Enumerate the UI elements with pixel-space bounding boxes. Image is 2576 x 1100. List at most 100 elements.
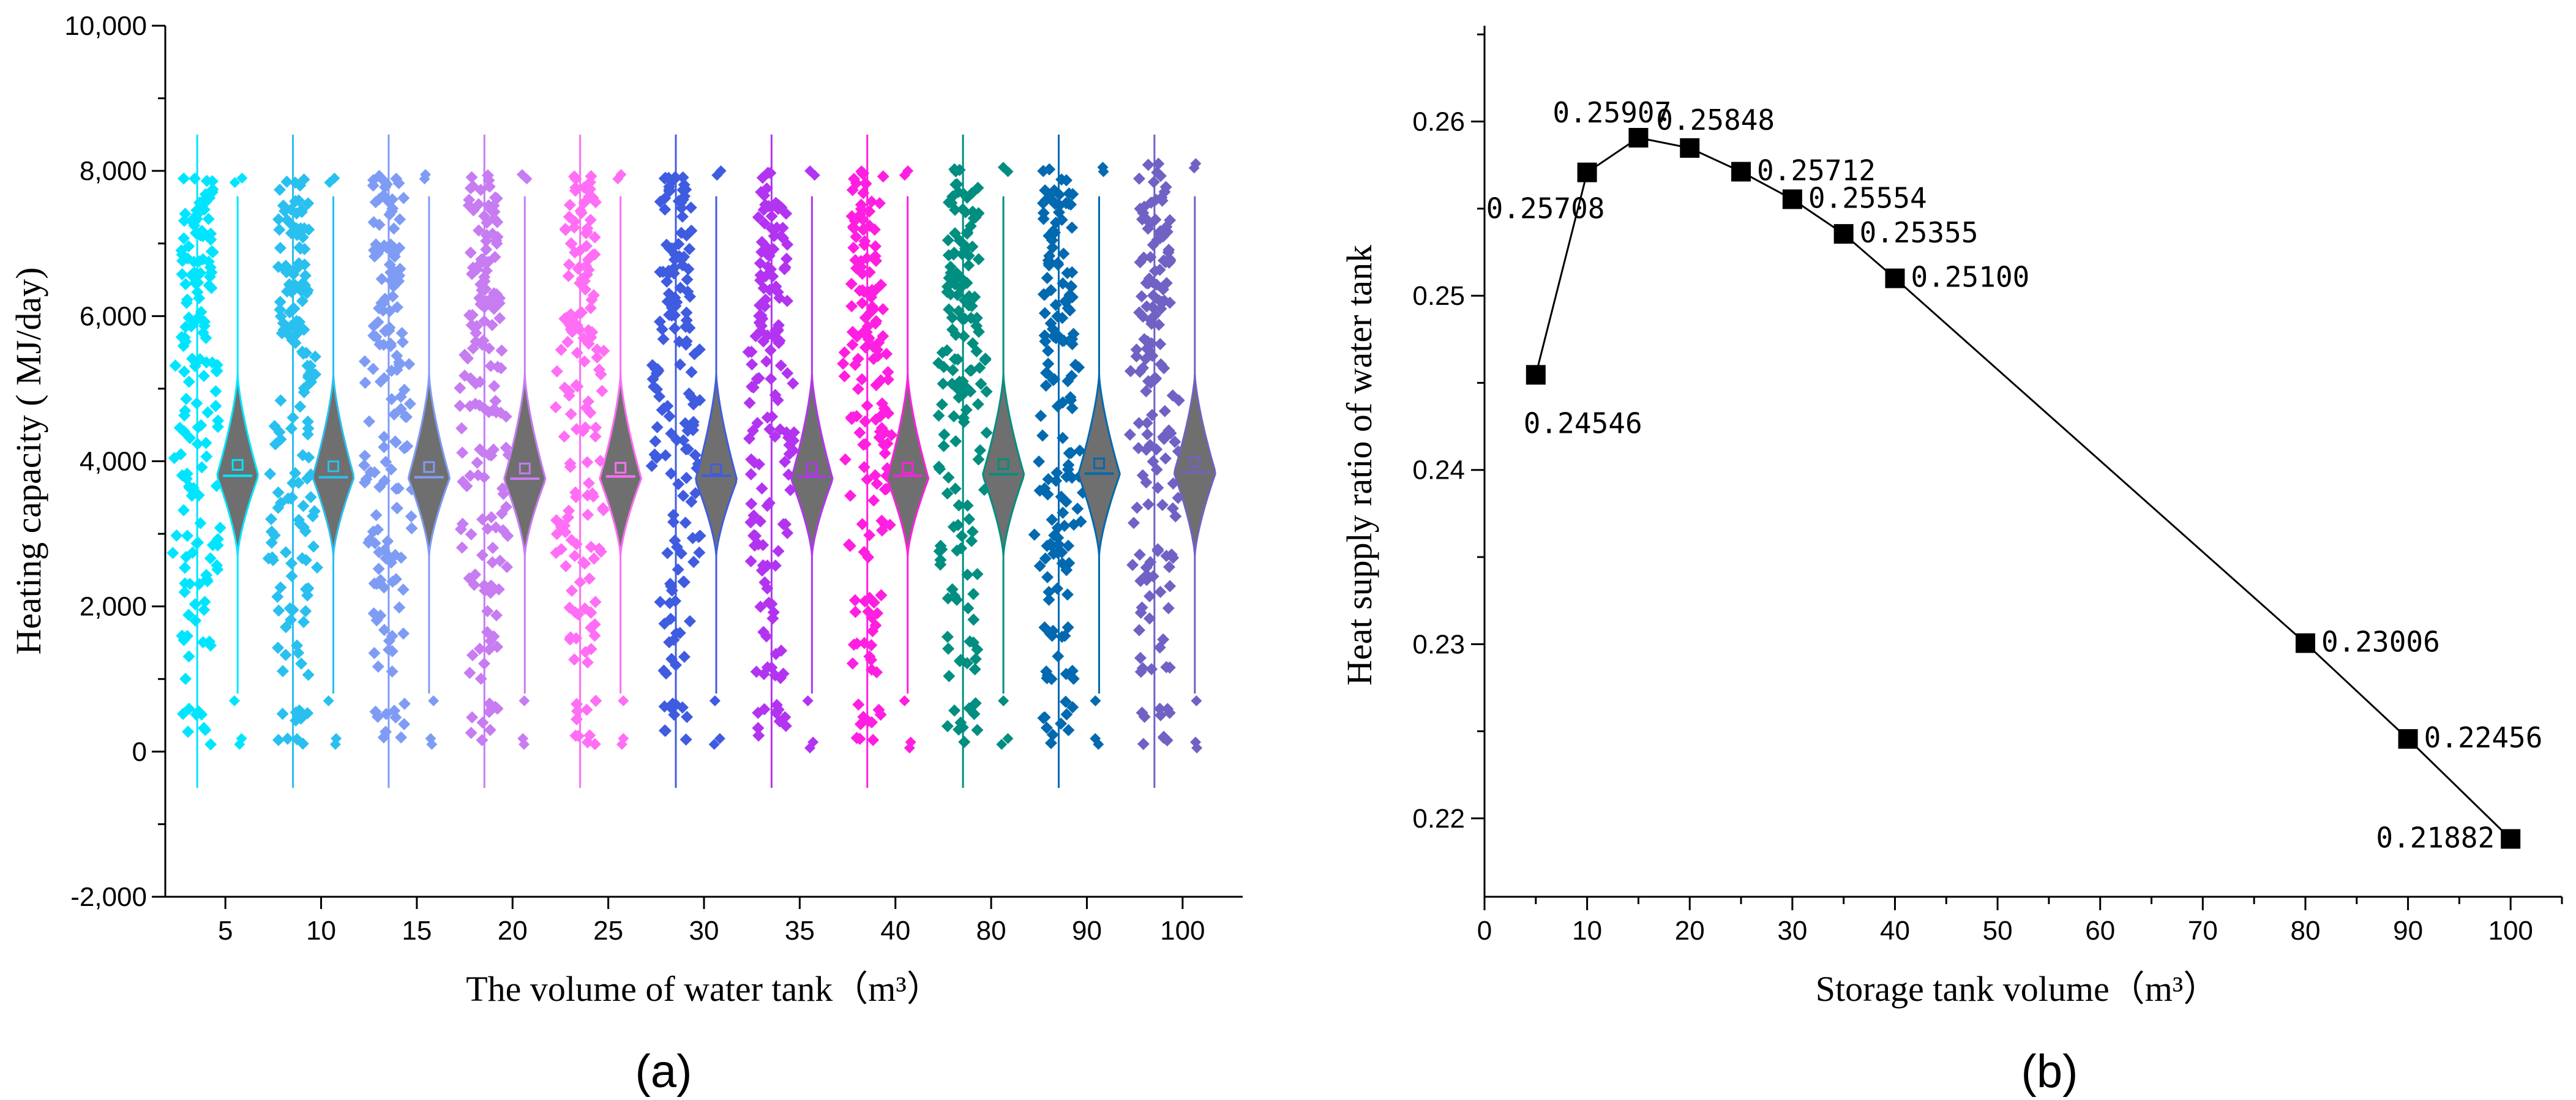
panel-a-data-point bbox=[296, 449, 309, 462]
panel-a-data-point bbox=[485, 511, 498, 524]
panel-a-data-point bbox=[274, 242, 286, 255]
panel-a-data-point bbox=[950, 593, 963, 606]
panel-a-data-point bbox=[301, 428, 314, 441]
panel-a-data-point bbox=[972, 398, 984, 411]
panel-a-data-point bbox=[379, 293, 392, 305]
panel-a-data-point bbox=[1154, 225, 1167, 238]
panel-a-data-point bbox=[168, 452, 181, 465]
panel-a-data-point bbox=[180, 392, 193, 405]
panel-a-data-point bbox=[1150, 443, 1163, 456]
panel-a-data-point bbox=[880, 348, 893, 361]
panel-a-data-point bbox=[660, 667, 673, 680]
panel-a-data-point bbox=[753, 310, 766, 323]
panel-a-data-point bbox=[1135, 290, 1148, 303]
panel-a-data-point bbox=[1142, 222, 1155, 235]
panel-a-data-point bbox=[307, 540, 320, 553]
panel-a-data-point bbox=[752, 722, 765, 735]
panel-a-data-point bbox=[937, 440, 950, 452]
panel-a-data-point bbox=[746, 358, 758, 371]
panel-a-data-point bbox=[286, 264, 299, 277]
panel-a-data-point bbox=[668, 309, 681, 321]
panel-a-data-point bbox=[980, 385, 993, 398]
panel-a-data-point bbox=[1132, 441, 1145, 454]
panel-a-data-point bbox=[461, 352, 474, 365]
panel-a-data-point bbox=[752, 211, 765, 223]
panel-a-data-point bbox=[372, 523, 384, 536]
panel-a-data-point bbox=[466, 711, 479, 724]
panel-a-data-point bbox=[205, 282, 218, 294]
panel-a-data-point bbox=[681, 273, 694, 286]
panel-a-data-point bbox=[268, 420, 281, 433]
panel-a-violin-10 bbox=[312, 374, 355, 556]
panel-a-data-point bbox=[869, 317, 882, 330]
panel-a-data-point bbox=[774, 230, 787, 242]
panel-a-data-point bbox=[670, 296, 683, 309]
panel-a-data-point bbox=[1150, 278, 1163, 291]
panel-a-data-point bbox=[856, 297, 869, 310]
panel-a-data-point bbox=[966, 241, 979, 253]
panel-a-data-point bbox=[1160, 660, 1173, 673]
panel-a-data-point bbox=[664, 612, 677, 625]
panel-a-data-point bbox=[182, 608, 195, 621]
panel-a-outlier bbox=[807, 736, 819, 748]
panel-a-data-point bbox=[763, 423, 776, 436]
panel-a-data-point bbox=[477, 471, 490, 484]
panel-a-data-point bbox=[971, 724, 984, 736]
panel-a-data-point bbox=[953, 234, 966, 247]
panel-a-data-point bbox=[185, 352, 198, 365]
panel-a-data-point bbox=[850, 230, 863, 243]
panel-a-data-point bbox=[290, 320, 303, 332]
panel-b-y-tick-label: 0.26 bbox=[1412, 107, 1465, 137]
panel-a-data-point bbox=[1131, 501, 1144, 514]
panel-a-data-point bbox=[654, 266, 667, 279]
panel-a-data-point bbox=[858, 223, 871, 236]
panel-a-data-point bbox=[373, 546, 386, 559]
panel-a-data-point bbox=[368, 646, 381, 659]
panel-a-data-point bbox=[857, 187, 870, 200]
panel-a-data-point bbox=[775, 645, 788, 657]
panel-a-data-point bbox=[1141, 428, 1154, 441]
panel-a-data-point bbox=[384, 266, 397, 279]
panel-a-data-point bbox=[275, 327, 288, 340]
panel-a-data-point bbox=[1056, 312, 1069, 324]
panel-a-outlier bbox=[329, 173, 340, 184]
panel-a-data-point bbox=[293, 517, 306, 530]
panel-a-data-point bbox=[658, 700, 671, 713]
panel-a-data-point bbox=[760, 630, 773, 643]
panel-a-data-point bbox=[1041, 488, 1054, 501]
panel-a-data-point bbox=[192, 489, 205, 502]
panel-a-data-point bbox=[568, 653, 581, 666]
panel-a-data-point bbox=[1057, 247, 1070, 260]
panel-a-data-point bbox=[473, 224, 485, 237]
panel-a-data-point bbox=[949, 435, 962, 447]
panel-a-outlier bbox=[616, 738, 627, 750]
panel-a-data-point bbox=[665, 242, 678, 255]
panel-a-outlier bbox=[615, 169, 627, 181]
panel-a-data-point bbox=[755, 564, 768, 577]
panel-b-data-label: 0.25708 bbox=[1486, 192, 1605, 225]
panel-a-data-point bbox=[189, 277, 201, 290]
panel-a-data-point bbox=[192, 310, 205, 323]
panel-a-data-point bbox=[394, 213, 406, 226]
panel-a-data-point bbox=[571, 346, 583, 359]
panel-a-data-point bbox=[190, 708, 203, 721]
panel-a-data-point bbox=[570, 423, 583, 436]
panel-a-data-point bbox=[568, 550, 581, 563]
panel-a-data-point bbox=[1044, 317, 1057, 330]
panel-a-data-point bbox=[1049, 299, 1062, 312]
panel-a-data-point bbox=[493, 312, 506, 324]
panel-a-data-point bbox=[309, 350, 321, 363]
panel-a-data-point bbox=[302, 369, 315, 381]
panel-a-data-point bbox=[297, 616, 310, 629]
panel-a-data-point bbox=[838, 346, 851, 359]
panel-a-data-point bbox=[395, 551, 408, 564]
panel-a-data-point bbox=[659, 203, 672, 216]
panel-a-data-point bbox=[1038, 329, 1051, 342]
panel-a-data-point bbox=[674, 358, 687, 371]
panel-a-data-point bbox=[358, 449, 371, 462]
panel-a-data-point bbox=[363, 415, 376, 428]
panel-a-data-point bbox=[265, 525, 278, 538]
panel-a-data-point bbox=[1130, 343, 1143, 356]
panel-b-x-tick-label: 80 bbox=[2290, 916, 2320, 946]
panel-a-data-point bbox=[568, 215, 581, 228]
